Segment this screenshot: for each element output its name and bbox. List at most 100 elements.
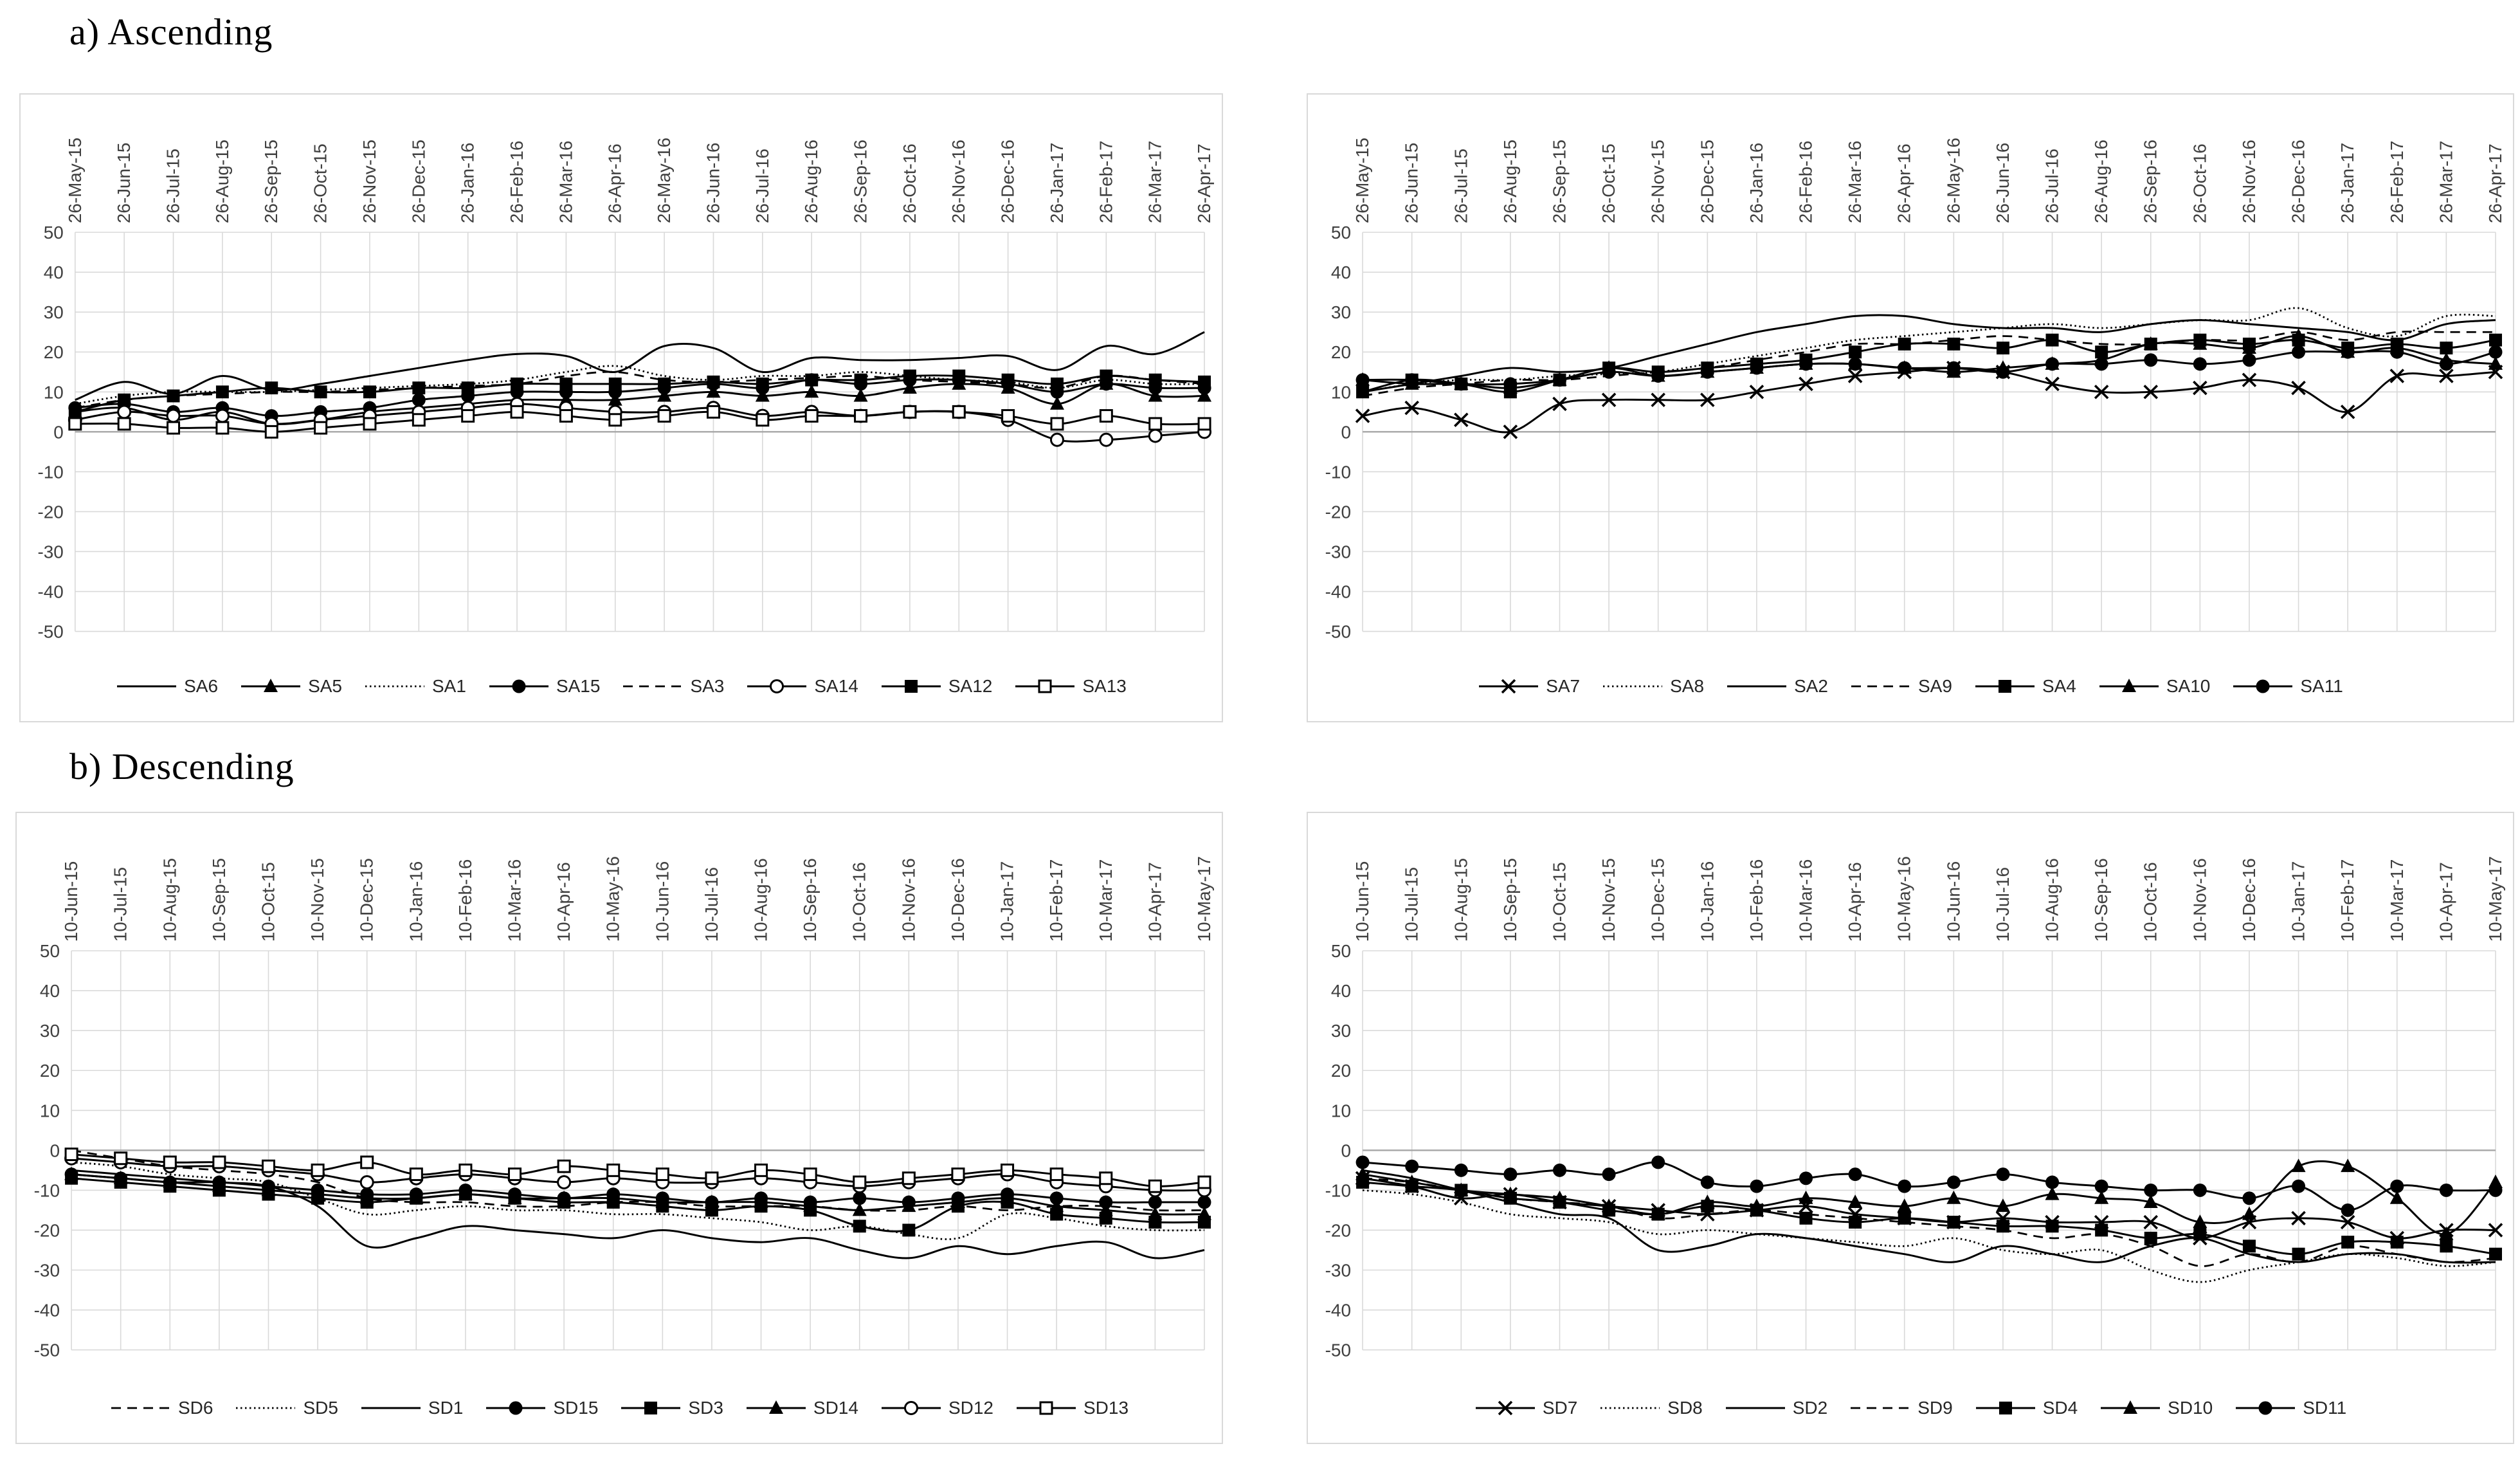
y-axis-labels: 50 40 30 20 10 0 -10 -20 -30 -40 -50 xyxy=(1325,223,1351,641)
y-tick-label: -20 xyxy=(1325,502,1351,522)
x-axis-labels: 26-May-15 26-Jun-15 26-Jul-15 26-Aug-15 26-S… xyxy=(65,138,1214,223)
x-tick-label: 10-Apr-17 xyxy=(1145,862,1165,942)
y-axis-labels: 50 40 30 20 10 0 -10 -20 -30 -40 -50 xyxy=(37,223,63,641)
x-tick-label: 26-Jan-16 xyxy=(458,143,478,224)
series-markers-SD10 xyxy=(1355,1158,2503,1240)
legend-item-SD2: SD2 xyxy=(1725,1398,1827,1418)
legend-sample-SD12 xyxy=(881,1401,941,1415)
y-tick-label: 20 xyxy=(44,342,64,362)
y-tick-label: 50 xyxy=(44,223,64,242)
x-tick-label: 10-Sep-16 xyxy=(2091,858,2111,942)
section-title-ascending: a) Ascending xyxy=(69,11,273,53)
y-tick-label: -20 xyxy=(1325,1220,1351,1240)
legend-sample-SA7 xyxy=(1479,679,1539,694)
series-line-SA1 xyxy=(75,365,1205,405)
x-tick-label: 10-Apr-17 xyxy=(2436,862,2456,942)
legend-sample-SD9 xyxy=(1851,1407,1910,1409)
legend-descending-left: SD6 SD5 SD1 SD15 SD3 SD14 SD12 SD13 xyxy=(17,1398,1222,1418)
chart-svg-descending-right: 10-Jun-15 10-Jul-15 10-Aug-15 10-Sep-15 10-O… xyxy=(1325,856,2505,1360)
y-tick-label: -30 xyxy=(34,1261,60,1281)
x-tick-label: 10-Aug-16 xyxy=(750,858,770,942)
x-tick-label: 26-May-15 xyxy=(65,138,85,223)
legend-label-SA14: SA14 xyxy=(814,676,858,696)
legend-sample-SD13 xyxy=(1016,1401,1076,1415)
x-tick-label: 10-Dec-15 xyxy=(357,858,377,942)
legend-label-SD12: SD12 xyxy=(948,1398,993,1418)
x-tick-label: 10-Jul-16 xyxy=(702,867,721,942)
legend-sample-SD2 xyxy=(1725,1407,1785,1409)
x-tick-label: 10-Jan-16 xyxy=(1697,861,1717,942)
y-tick-label: -40 xyxy=(1325,582,1351,602)
x-tick-label: 26-Jun-15 xyxy=(1402,143,1422,223)
legend-label-SD15: SD15 xyxy=(553,1398,599,1418)
y-tick-label: 30 xyxy=(1331,1021,1351,1041)
legend-sample-SA9 xyxy=(1851,685,1910,688)
x-tick-label: 10-Nov-16 xyxy=(2189,858,2209,942)
y-tick-label: 40 xyxy=(44,262,64,282)
legend-label-SD5: SD5 xyxy=(303,1398,338,1418)
legend-label-SA11: SA11 xyxy=(2300,676,2343,696)
y-tick-label: 50 xyxy=(40,941,60,961)
legend-label-SA5: SA5 xyxy=(308,676,342,696)
legend-label-SD6: SD6 xyxy=(177,1398,213,1418)
legend-label-SA4: SA4 xyxy=(2042,676,2076,696)
legend-label-SD4: SD4 xyxy=(2042,1398,2078,1418)
legend-sample-SD7 xyxy=(1475,1400,1535,1416)
x-tick-label: 26-Oct-15 xyxy=(1599,143,1618,223)
x-tick-label: 10-Sep-16 xyxy=(800,858,820,942)
legend-label-SD2: SD2 xyxy=(1792,1398,1828,1418)
x-tick-label: 26-Apr-16 xyxy=(1894,143,1914,223)
x-tick-label: 26-Aug-15 xyxy=(212,140,232,223)
x-tick-label: 10-Oct-15 xyxy=(1549,862,1569,942)
x-tick-label: 26-Oct-16 xyxy=(2189,143,2209,223)
legend-item-SA4: SA4 xyxy=(1974,676,2076,697)
chart-svg-ascending-right: 26-May-15 26-Jun-15 26-Jul-15 26-Aug-15 26-S… xyxy=(1325,138,2505,642)
x-tick-label: 26-Sep-15 xyxy=(1549,140,1569,223)
legend-item-SA8: SA8 xyxy=(1602,676,1704,697)
legend-item-SD3: SD3 xyxy=(620,1398,723,1418)
legend-ascending-right: SA7 SA8 SA2 SA9 SA4 SA10 SA11 xyxy=(1308,676,2513,697)
legend-label-SA15: SA15 xyxy=(556,676,601,696)
x-tick-label: 10-Mar-16 xyxy=(1795,859,1815,942)
y-tick-label: -40 xyxy=(37,582,63,602)
x-tick-label: 26-Nov-15 xyxy=(1648,140,1668,223)
legend-sample-SD8 xyxy=(1600,1407,1660,1409)
legend-ascending-left: SA6 SA5 SA1 SA15 SA3 SA14 SA12 SA13 xyxy=(21,676,1222,697)
chart-svg-ascending-left: 26-May-15 26-Jun-15 26-Jul-15 26-Aug-15 26-S… xyxy=(37,138,1214,642)
legend-label-SA2: SA2 xyxy=(1794,676,1828,696)
legend-item-SD1: SD1 xyxy=(360,1398,463,1418)
y-tick-label: -50 xyxy=(1325,622,1351,642)
legend-item-SA15: SA15 xyxy=(488,676,601,697)
x-tick-label: 10-Oct-16 xyxy=(849,862,869,942)
legend-label-SA7: SA7 xyxy=(1546,676,1581,696)
x-tick-label: 26-Jun-16 xyxy=(703,143,723,224)
x-tick-label: 26-Jul-16 xyxy=(752,149,772,223)
x-tick-label: 26-Jan-16 xyxy=(1746,143,1766,223)
gridlines xyxy=(75,232,1205,632)
series-line-SA7 xyxy=(1362,367,2496,434)
x-tick-label: 26-Jun-16 xyxy=(1993,143,2013,223)
x-tick-label: 26-Aug-16 xyxy=(2091,140,2111,223)
legend-item-SA2: SA2 xyxy=(1726,676,1828,697)
legend-sample-SA2 xyxy=(1727,685,1787,688)
legend-label-SD9: SD9 xyxy=(1917,1398,1953,1418)
y-tick-label: 0 xyxy=(1341,1140,1351,1160)
legend-sample-SD15 xyxy=(486,1401,546,1415)
y-tick-label: -40 xyxy=(34,1301,60,1321)
x-tick-label: 26-Aug-16 xyxy=(801,140,821,223)
legend-label-SD8: SD8 xyxy=(1667,1398,1703,1418)
y-tick-label: -10 xyxy=(34,1180,60,1200)
series-line-SA4 xyxy=(1362,339,2496,393)
y-tick-label: 0 xyxy=(1341,422,1351,442)
x-tick-label: 10-Aug-16 xyxy=(2042,858,2062,942)
x-tick-label: 26-Oct-15 xyxy=(311,143,331,223)
series-markers-SA11 xyxy=(1355,345,2503,391)
gridlines xyxy=(1362,950,2496,1351)
legend-sample-SA4 xyxy=(1975,680,2035,693)
y-tick-label: 50 xyxy=(1331,941,1351,961)
series-line-SD5 xyxy=(71,1161,1204,1240)
legend-item-SA6: SA6 xyxy=(116,676,218,697)
legend-item-SD9: SD9 xyxy=(1849,1398,1953,1418)
x-tick-label: 10-Oct-16 xyxy=(2141,862,2161,942)
x-tick-label: 26-Sep-16 xyxy=(2141,140,2161,223)
